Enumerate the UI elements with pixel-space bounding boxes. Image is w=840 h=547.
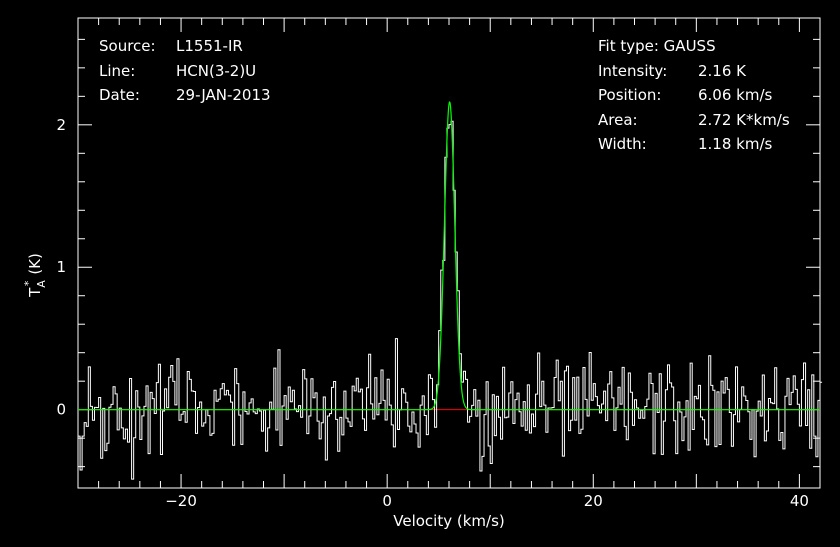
y-axis-label-main: T — [26, 287, 44, 298]
x-axis-label: Velocity (km/s) — [393, 512, 504, 530]
y-axis-label-sub: A — [35, 280, 48, 288]
intensity-key: Intensity: — [598, 62, 667, 80]
intensity-value: 2.16 K — [698, 62, 747, 80]
area-key: Area: — [598, 111, 638, 129]
line-key: Line: — [99, 62, 135, 80]
x-tick-label: −20 — [165, 492, 197, 510]
position-key: Position: — [598, 86, 661, 104]
gaussian-fit-series — [78, 101, 820, 411]
svg-text:TA*(K): TA* (K) — [22, 253, 48, 298]
y-tick-label: 1 — [56, 258, 66, 276]
y-axis-label: TA* (K) — [22, 253, 48, 298]
source-value: L1551-IR — [176, 37, 243, 55]
tick-labels: −20 0 20 40 0 1 2 — [56, 116, 808, 510]
spectrum-series — [78, 120, 823, 480]
line-value: HCN(3-2)U — [176, 62, 256, 80]
y-axis-label-sup: * — [22, 280, 35, 286]
axis-ticks — [77, 18, 821, 488]
y-tick-label: 0 — [56, 401, 66, 419]
date-value: 29-JAN-2013 — [176, 86, 271, 104]
x-tick-label: 0 — [382, 492, 392, 510]
info-block-left: Source: L1551-IR Line: HCN(3-2)U Date: 2… — [99, 37, 271, 104]
width-value: 1.18 km/s — [698, 135, 773, 153]
area-value: 2.72 K*km/s — [698, 111, 790, 129]
info-block-right: Fit type: GAUSS Intensity: 2.16 K Positi… — [598, 37, 790, 153]
x-tick-label: 20 — [584, 492, 603, 510]
position-value: 6.06 km/s — [698, 86, 773, 104]
y-tick-label: 2 — [56, 116, 66, 134]
x-tick-label: 40 — [790, 492, 809, 510]
y-axis-label-unit: (K) — [26, 253, 44, 275]
date-key: Date: — [99, 86, 140, 104]
fit-type: Fit type: GAUSS — [598, 37, 716, 55]
source-key: Source: — [99, 37, 156, 55]
width-key: Width: — [598, 135, 647, 153]
